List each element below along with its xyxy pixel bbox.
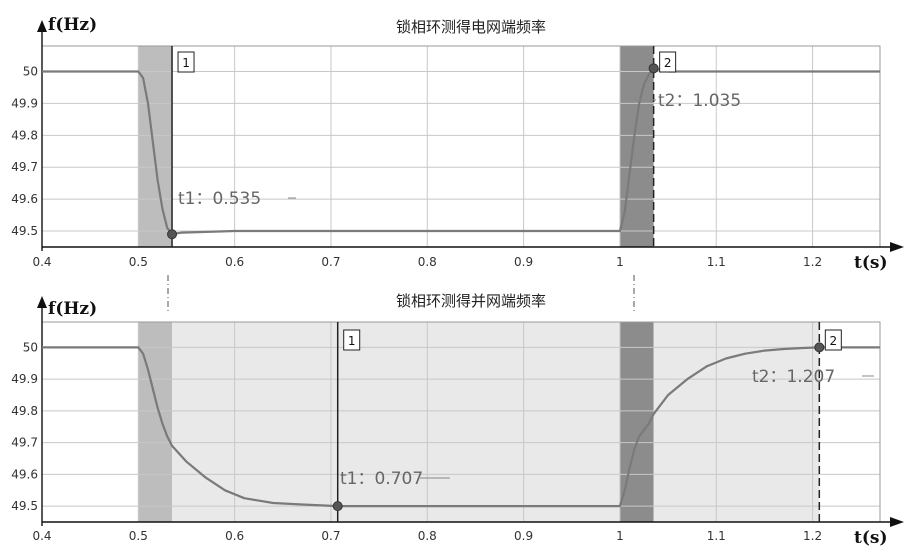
frequency-series-line	[42, 67, 880, 236]
x-tick-label: 0.8	[418, 529, 437, 543]
y-tick-label: 49.9	[11, 372, 38, 386]
y-axis-label: f(Hz)	[48, 299, 97, 319]
x-tick-label: 0.7	[321, 255, 340, 269]
cursor-readout-2: t2：1.207	[752, 367, 835, 387]
x-tick-label: 0.7	[321, 529, 340, 543]
y-tick-label: 50	[23, 65, 38, 79]
x-axis-label: t(s)	[854, 528, 888, 548]
x-tick-label: 0.4	[32, 529, 51, 543]
cursor-box-label: 1	[348, 334, 356, 348]
cursor-box-2	[824, 329, 842, 351]
y-axis-label: f(Hz)	[48, 15, 97, 35]
x-tick-label: 0.6	[225, 529, 244, 543]
y-tick-label: 49.8	[11, 128, 38, 142]
x-tick-label: 1.1	[707, 255, 726, 269]
cursor-box-label: 2	[829, 334, 837, 348]
x-axis-arrow-icon	[890, 517, 904, 527]
x-tick-label: 0.9	[514, 255, 533, 269]
shaded-region-2	[619, 46, 654, 247]
x-axis-label: t(s)	[854, 253, 888, 273]
cursor-box-1	[177, 51, 195, 73]
shaded-region-1	[138, 46, 173, 247]
y-axis-arrow-icon	[37, 20, 47, 32]
cursor-marker-2	[814, 342, 825, 353]
y-tick-label: 49.6	[11, 192, 38, 206]
cursor-marker-1	[167, 229, 178, 240]
x-tick-label: 0.5	[129, 255, 148, 269]
x-tick-label: 1	[616, 529, 624, 543]
cursor-readout-1: t1：0.535	[178, 189, 261, 209]
y-tick-label: 49.5	[11, 224, 38, 238]
chart-title: 锁相环测得电网端频率	[396, 18, 546, 36]
shaded-region-1	[138, 322, 173, 522]
y-tick-label: 49.7	[11, 436, 38, 450]
y-axis-arrow-icon	[37, 296, 47, 308]
x-tick-label: 1.1	[707, 529, 726, 543]
cursor-marker-2	[648, 63, 659, 74]
y-tick-label: 49.9	[11, 96, 38, 110]
cursor-box-1	[343, 329, 361, 351]
x-tick-label: 0.4	[32, 255, 51, 269]
cursor-readout-1: t1：0.707	[340, 469, 423, 489]
chart-title: 锁相环测得并网端频率	[396, 292, 546, 310]
cursor-box-2	[659, 51, 677, 73]
cursor-readout-2: t2：1.035	[658, 91, 741, 111]
cursor-box-label: 1	[182, 56, 190, 70]
grid-connected-frequency-chart: 0.4 0.5 0.6 0.7 0.8 0.9 1 1.1 1.2 50 49.9 49.8 49.7 4…	[11, 292, 904, 548]
y-tick-label: 49.6	[11, 467, 38, 481]
x-tick-label: 0.6	[225, 255, 244, 269]
x-tick-label: 0.8	[418, 255, 437, 269]
shaded-region-4	[653, 322, 820, 522]
grid-side-frequency-chart: 0.4 0.5 0.6 0.7 0.8 0.9 1 1.1 1.2 50 49.9 49.8 49.7 4…	[11, 15, 904, 273]
y-tick-label: 50	[23, 340, 38, 354]
x-tick-label: 1.2	[803, 255, 822, 269]
x-tick-label: 0.9	[514, 529, 533, 543]
y-tick-label: 49.8	[11, 404, 38, 418]
plot-area	[42, 46, 880, 247]
x-axis-arrow-icon	[890, 242, 904, 252]
x-tick-label: 1.2	[803, 529, 822, 543]
cursor-marker-1	[332, 501, 343, 512]
shaded-region-2	[172, 322, 620, 522]
y-tick-label: 49.5	[11, 499, 38, 513]
y-tick-label: 49.7	[11, 160, 38, 174]
x-tick-label: 0.5	[129, 529, 148, 543]
x-tick-label: 1	[616, 255, 624, 269]
frequency-series-line	[42, 346, 880, 508]
cursor-box-label: 2	[664, 56, 672, 70]
